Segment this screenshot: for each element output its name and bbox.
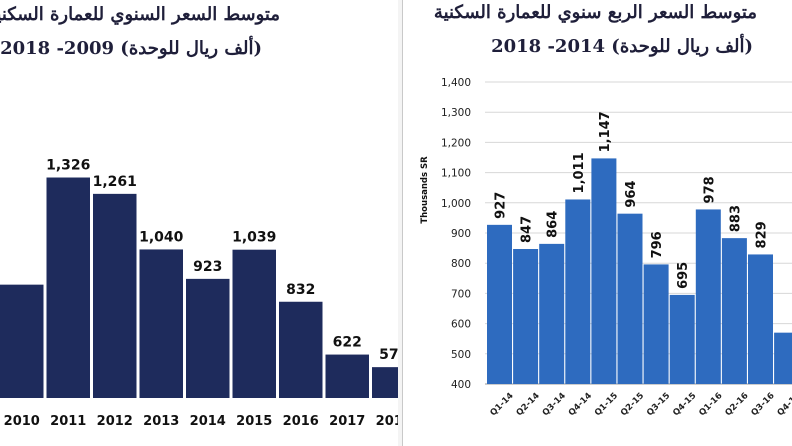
- y-tick-label: 800: [451, 258, 471, 270]
- data-label: 883: [728, 205, 743, 232]
- chart-subtitle: (ألف ريال للوحدة) 2009- 2018: [0, 38, 262, 59]
- data-label: 832: [286, 282, 315, 298]
- x-tick-label: 2015: [236, 414, 272, 429]
- data-label: 1,039: [232, 230, 276, 246]
- data-label: 1,011: [572, 152, 587, 193]
- data-label: 964: [624, 181, 639, 208]
- data-label: 1,147: [598, 111, 613, 152]
- bar: [539, 243, 565, 384]
- annual-price-chart-panel: متوسط السعر السنوي للعمارة السكنية (ألف …: [0, 4, 398, 429]
- y-tick-label: 500: [451, 349, 471, 361]
- y-tick-label: 400: [451, 379, 471, 391]
- x-tick-label: Q2-16: [723, 391, 750, 418]
- y-axis-title: Thousands SR: [420, 156, 430, 224]
- data-label: 927: [494, 192, 509, 219]
- x-tick-label: 2016: [283, 414, 319, 429]
- x-tick-label: Q3-14: [541, 391, 568, 418]
- panel-divider: [398, 0, 402, 446]
- data-label: 1,040: [139, 229, 184, 245]
- x-tick-label: 2017: [329, 414, 365, 429]
- bar: [565, 199, 591, 384]
- y-tick-label: 1,100: [441, 168, 471, 180]
- x-tick-label: 2012: [97, 414, 133, 429]
- data-label: 978: [702, 176, 717, 203]
- chart-title: متوسط السعر السنوي للعمارة السكنية: [0, 4, 280, 25]
- data-label: 923: [193, 259, 222, 275]
- bar: [669, 294, 695, 384]
- x-tick-label: Q4-15: [671, 391, 698, 418]
- y-tick-label: 1,000: [441, 198, 471, 210]
- data-label: 1,261: [93, 174, 137, 190]
- x-tick-label: Q3-16: [749, 391, 776, 418]
- y-tick-label: 1,200: [441, 137, 471, 149]
- bar: [93, 193, 137, 398]
- x-tick-label: Q1-15: [593, 391, 620, 418]
- bar: [46, 177, 90, 398]
- x-tick-label: Q2-15: [619, 391, 646, 418]
- x-tick-label: 2013: [143, 414, 179, 429]
- bar: [372, 367, 398, 398]
- bar: [643, 264, 669, 384]
- x-tick-label: Q3-15: [645, 391, 672, 418]
- data-label: 829: [755, 221, 770, 248]
- bar: [721, 238, 747, 384]
- y-tick-label: 900: [451, 228, 471, 240]
- bar: [186, 278, 230, 398]
- bar: [487, 224, 512, 384]
- x-tick-label: Q2-14: [515, 391, 542, 418]
- x-tick-label: Q1-16: [697, 391, 724, 418]
- x-tick-label: 2010: [4, 414, 40, 429]
- x-tick-label: Q4-16: [776, 391, 792, 418]
- x-tick-label: 2014: [190, 414, 226, 429]
- data-label: 622: [333, 335, 362, 351]
- bar: [617, 213, 643, 384]
- data-label: 796: [650, 231, 665, 258]
- bar: [774, 332, 792, 384]
- quarterly-bar-chart: 400 500 600 700 800 900 1,000 1,100 1,200 1,300 1,…: [420, 77, 792, 418]
- y-tick-label: 600: [451, 319, 471, 331]
- y-tick-label: 1,300: [441, 107, 471, 119]
- data-label: 847: [520, 216, 535, 243]
- chart-title: متوسط السعر الربع سنوي للعمارة السكنية: [433, 2, 757, 23]
- bar: [0, 284, 44, 398]
- y-tick-label: 1,400: [441, 77, 471, 89]
- bar: [279, 301, 323, 398]
- data-label: 695: [676, 262, 691, 289]
- data-label: 572: [379, 347, 398, 363]
- x-tick-label: Q1-14: [488, 391, 515, 418]
- bar: [325, 354, 369, 398]
- bar: [232, 249, 276, 398]
- bar: [513, 249, 539, 384]
- bar: [591, 158, 617, 384]
- bar: [139, 249, 183, 398]
- annual-bar-chart: 2009979201020111,32620121,26120131,04020…: [0, 158, 398, 429]
- chart-subtitle: (ألف ريال للوحدة) 2014- 2018: [491, 36, 753, 57]
- data-label: 1,326: [46, 158, 90, 174]
- y-tick-label: 700: [451, 288, 471, 300]
- x-tick-label: Q4-14: [567, 391, 594, 418]
- x-tick-label: 2018: [376, 414, 398, 429]
- data-label: 864: [546, 211, 561, 238]
- bar: [695, 209, 721, 384]
- quarterly-price-chart-panel: متوسط السعر الربع سنوي للعمارة السكنية (…: [402, 0, 792, 446]
- x-tick-label: 2011: [50, 414, 86, 429]
- bar: [748, 254, 773, 384]
